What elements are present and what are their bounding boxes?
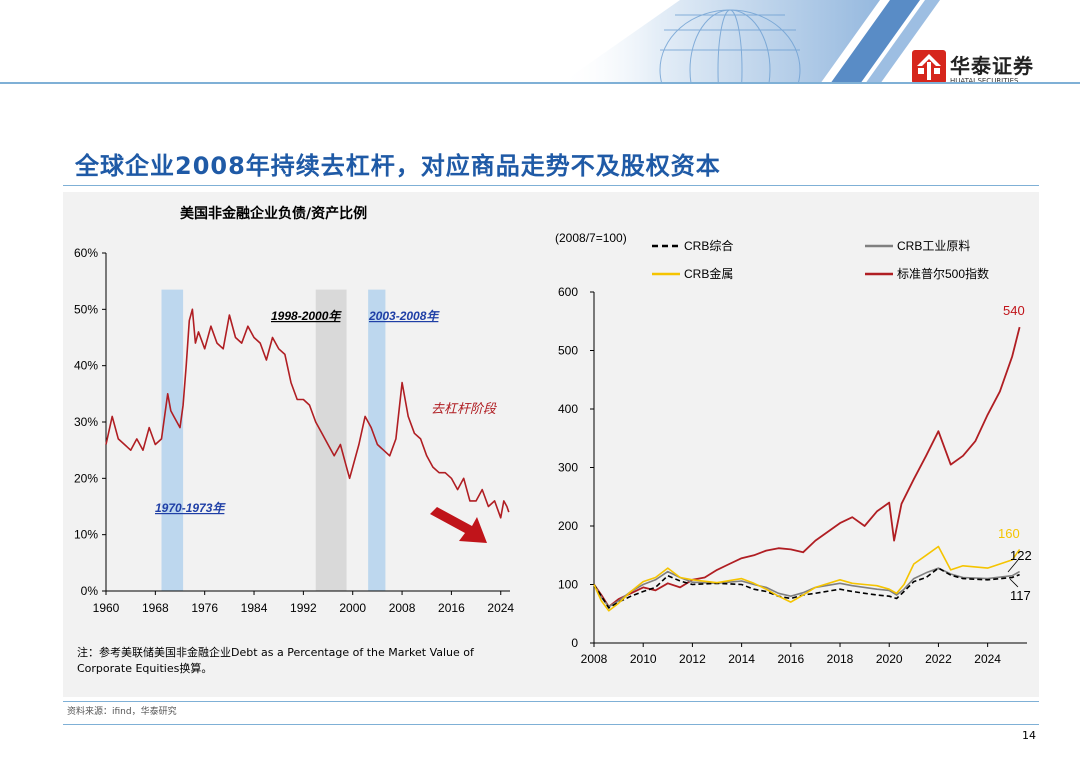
right-x-tick-label: 2018 — [827, 652, 854, 666]
left-y-tick-label: 10% — [74, 528, 98, 542]
right-y-tick-label: 0 — [571, 636, 578, 650]
right-y-tick-label: 200 — [558, 519, 578, 533]
logo-chinese-name: 华泰证券 — [950, 54, 1034, 78]
down-trend-arrow-icon — [430, 507, 487, 543]
page-number: 14 — [1022, 729, 1036, 742]
left-x-tick-label: 2024 — [487, 601, 514, 615]
left-x-tick-label: 2016 — [438, 601, 465, 615]
source-note: 资料来源：ifind，华泰研究 — [67, 707, 177, 717]
end-value-label-2: 122 — [1010, 548, 1032, 563]
highlight-band-2 — [368, 289, 386, 591]
label-leader-117 — [1009, 578, 1019, 588]
legend-label-0: CRB综合 — [684, 238, 733, 253]
left-y-tick-label: 40% — [74, 359, 98, 373]
right-x-tick-label: 2008 — [581, 652, 608, 666]
title-divider — [63, 185, 1039, 186]
left-y-tick-label: 50% — [74, 302, 98, 316]
right-y-tick-label: 500 — [558, 344, 578, 358]
right-y-tick-label: 400 — [558, 402, 578, 416]
legend-label-1: CRB工业原料 — [897, 239, 970, 253]
deleveraging-annotation: 去杠杆阶段 — [431, 401, 498, 416]
left-y-tick-label: 60% — [74, 246, 98, 260]
end-value-label-3: 117 — [1010, 588, 1031, 603]
logo-english-name: HUATAI SECURITIES — [950, 77, 1019, 85]
right-chart: (2008/7=100) 0 100 200 300 400 500 600 2008 2010 2… — [555, 231, 1032, 666]
end-value-label-0: 540 — [1003, 303, 1025, 318]
right-x-tick-label: 2012 — [679, 652, 706, 666]
series-line-0 — [593, 567, 1020, 609]
right-x-tick-label: 2024 — [974, 652, 1001, 666]
left-chart: 0% 10% 20% 30% 40% 50% 60% 1960 1968 1976 1984 1992… — [74, 246, 514, 615]
chart-panel-background — [63, 192, 1039, 697]
series-line-3 — [593, 326, 1021, 608]
right-unit-label: (2008/7=100) — [555, 231, 627, 245]
right-y-tick-label: 100 — [558, 578, 578, 592]
series-line-1 — [593, 567, 1020, 608]
right-x-tick-label: 2022 — [925, 652, 952, 666]
page-divider — [63, 724, 1039, 725]
series-line-2 — [593, 545, 1021, 612]
right-y-tick-label: 600 — [558, 285, 578, 299]
right-x-tick-label: 2010 — [630, 652, 657, 666]
right-x-tick-label: 2020 — [876, 652, 903, 666]
right-y-tick-label: 300 — [558, 461, 578, 475]
left-x-tick-label: 2000 — [339, 601, 366, 615]
label-leader-122 — [1007, 559, 1019, 573]
left-x-tick-label: 2008 — [389, 601, 416, 615]
period-label-1998-2000: 1998-2000年 — [271, 309, 342, 323]
header-globe-graphic — [560, 0, 940, 84]
slide-title: 全球企业2008年持续去杠杆，对应商品走势不及股权资本 — [75, 152, 721, 180]
left-y-tick-label: 20% — [74, 471, 98, 485]
footer-divider — [63, 701, 1039, 702]
left-y-tick-label: 0% — [81, 584, 99, 598]
left-chart-title: 美国非金融企业负债/资产比例 — [180, 206, 368, 222]
chart-footnote: 注：参考美联储美国非金融企业Debt as a Percentage of th… — [77, 646, 474, 675]
header-divider — [0, 82, 1080, 84]
leverage-ratio-line — [105, 308, 510, 519]
company-logo: 华泰证券 HUATAI SECURITIES — [912, 50, 1040, 86]
left-x-tick-label: 1976 — [191, 601, 218, 615]
period-label-2003-2008: 2003-2008年 — [368, 309, 440, 323]
highlight-band-0 — [161, 289, 184, 591]
left-y-tick-label: 30% — [74, 415, 98, 429]
left-x-tick-label: 1968 — [142, 601, 169, 615]
logo-mark-icon — [912, 50, 946, 84]
right-x-tick-label: 2014 — [728, 652, 755, 666]
left-x-tick-label: 1992 — [290, 601, 317, 615]
highlight-band-1 — [315, 289, 347, 591]
period-label-1970-1973: 1970-1973年 — [155, 501, 226, 515]
right-x-tick-label: 2016 — [777, 652, 804, 666]
left-x-tick-label: 1960 — [93, 601, 120, 615]
legend-label-2: CRB金属 — [684, 266, 733, 281]
left-x-tick-label: 1984 — [241, 601, 268, 615]
end-value-label-1: 160 — [998, 526, 1020, 541]
legend-label-3: 标准普尔500指数 — [897, 266, 989, 281]
